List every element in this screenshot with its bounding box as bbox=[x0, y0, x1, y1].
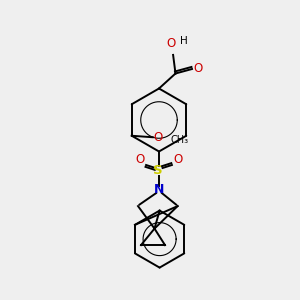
Text: O: O bbox=[166, 38, 175, 50]
Text: O: O bbox=[153, 131, 163, 144]
Text: CH₃: CH₃ bbox=[171, 135, 189, 145]
Text: O: O bbox=[136, 153, 145, 166]
Text: N: N bbox=[154, 183, 164, 196]
Text: S: S bbox=[153, 164, 162, 178]
Text: O: O bbox=[173, 153, 182, 166]
Text: H: H bbox=[180, 36, 188, 46]
Text: O: O bbox=[194, 62, 203, 75]
